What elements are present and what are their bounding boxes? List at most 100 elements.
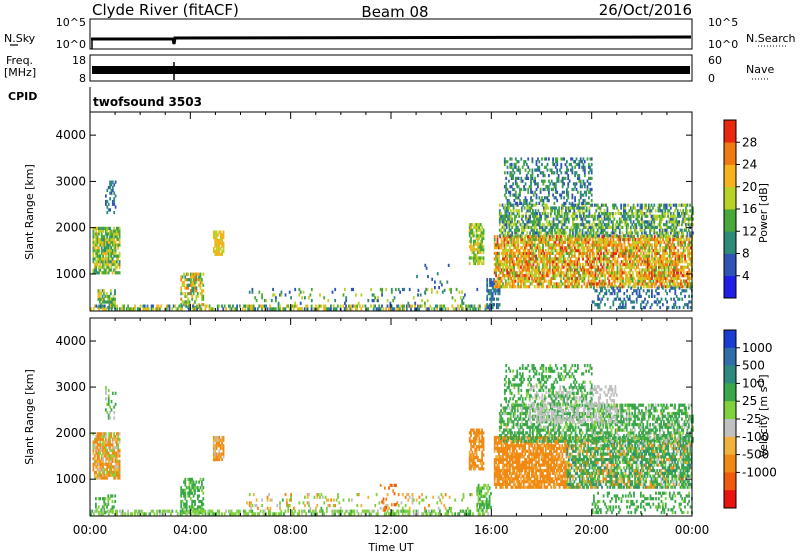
- heatmap-cell: [192, 286, 195, 290]
- heatmap-cell: [666, 292, 668, 296]
- heatmap-cell: [607, 285, 609, 289]
- heatmap-cell: [123, 307, 125, 311]
- heatmap-cell: [643, 228, 646, 232]
- heatmap-cell: [216, 307, 219, 311]
- heatmap-cell: [522, 231, 525, 235]
- heatmap-cell: [586, 285, 589, 289]
- heatmap-cell: [587, 276, 590, 280]
- heatmap-cell: [684, 294, 686, 298]
- power-heatmap-cells: [90, 157, 694, 311]
- heatmap-cell: [396, 304, 399, 308]
- heatmap-cell: [532, 193, 535, 197]
- heatmap-cell: [110, 232, 113, 236]
- heatmap-cell: [272, 287, 274, 292]
- heatmap-cell: [675, 228, 678, 232]
- heatmap-cell: [531, 174, 534, 178]
- heatmap-cell: [113, 268, 115, 272]
- heatmap-cell: [631, 292, 634, 296]
- heatmap-cell: [323, 304, 325, 308]
- heatmap-cell: [680, 292, 682, 296]
- heatmap-cell: [107, 208, 110, 212]
- heatmap-cell: [549, 268, 551, 272]
- heatmap-cell: [682, 305, 685, 310]
- heatmap-cell: [472, 307, 474, 311]
- heatmap-cell: [543, 187, 546, 192]
- heatmap-cell: [440, 283, 443, 287]
- heatmap-cell: [546, 162, 549, 167]
- heatmap-cell: [183, 280, 185, 285]
- heatmap-cell: [674, 209, 676, 213]
- heatmap-cell: [111, 271, 114, 275]
- heatmap-cell: [645, 292, 648, 296]
- heatmap-cell: [277, 307, 280, 311]
- heatmap-cell: [194, 272, 196, 276]
- heatmap-cell: [630, 286, 633, 290]
- heatmap-cell: [100, 232, 103, 236]
- heatmap-cell: [461, 301, 463, 305]
- heatmap-cell: [629, 234, 632, 238]
- heatmap-cell: [218, 304, 221, 308]
- heatmap-cell: [195, 289, 198, 293]
- heatmap-cell: [175, 307, 178, 311]
- heatmap-cell: [218, 241, 221, 245]
- heatmap-cell: [532, 209, 534, 213]
- heatmap-cell: [377, 307, 379, 311]
- heatmap-cell: [109, 254, 111, 258]
- heatmap-cell: [678, 305, 681, 310]
- heatmap-cell: [593, 260, 595, 264]
- heatmap-cell: [474, 239, 477, 243]
- heatmap-cell: [624, 282, 627, 286]
- heatmap-cell: [109, 243, 111, 247]
- heatmap-cell: [541, 196, 543, 200]
- heatmap-cell: [397, 287, 400, 292]
- heatmap-cell: [332, 304, 335, 308]
- heatmap-cell: [187, 300, 189, 304]
- heatmap-cell: [499, 260, 502, 264]
- heatmap-cell: [196, 304, 198, 308]
- heatmap-cell: [650, 234, 653, 238]
- heatmap-cell: [566, 187, 568, 192]
- heatmap-cell: [594, 274, 597, 278]
- heatmap-cell: [633, 300, 635, 304]
- power-ylabel: Slant Range [km]: [23, 164, 36, 260]
- heatmap-cell: [390, 290, 393, 294]
- heatmap-cell: [548, 187, 550, 192]
- heatmap-cell: [215, 241, 218, 245]
- heatmap-cell: [96, 243, 99, 247]
- heatmap-cell: [495, 285, 497, 289]
- heatmap-cell: [607, 220, 610, 224]
- heatmap-cell: [607, 251, 609, 255]
- heatmap-cell: [101, 297, 104, 301]
- heatmap-cell: [495, 260, 497, 264]
- heatmap-cell: [567, 271, 569, 275]
- heatmap-cell: [667, 212, 669, 216]
- heatmap-cell: [417, 293, 419, 297]
- heatmap-cell: [489, 289, 491, 293]
- heatmap-cell: [495, 257, 497, 261]
- heatmap-cell: [98, 300, 101, 304]
- heatmap-cell: [494, 289, 497, 293]
- heatmap-cell: [536, 212, 538, 216]
- heatmap-cell: [556, 190, 559, 194]
- heatmap-cell: [657, 286, 660, 290]
- heatmap-cell: [109, 183, 111, 187]
- heatmap-cell: [624, 209, 627, 213]
- heatmap-cell: [575, 187, 578, 192]
- heatmap-cell: [98, 260, 100, 264]
- heatmap-cell: [424, 291, 427, 295]
- heatmap-cell: [474, 248, 477, 252]
- heatmap-cell: [688, 294, 690, 298]
- heatmap-cell: [503, 268, 506, 272]
- heatmap-cell: [244, 304, 247, 308]
- heatmap-cell: [605, 246, 608, 250]
- heatmap-cell: [459, 304, 462, 308]
- heatmap-cell: [114, 232, 117, 236]
- heatmap-cell: [645, 203, 647, 207]
- heatmap-cell: [102, 254, 104, 258]
- heatmap-cell: [101, 304, 103, 308]
- heatmap-cell: [490, 300, 493, 304]
- heatmap-cell: [587, 228, 589, 232]
- heatmap-cell: [194, 286, 196, 290]
- heatmap-cell: [98, 292, 101, 296]
- heatmap-cell: [582, 162, 585, 167]
